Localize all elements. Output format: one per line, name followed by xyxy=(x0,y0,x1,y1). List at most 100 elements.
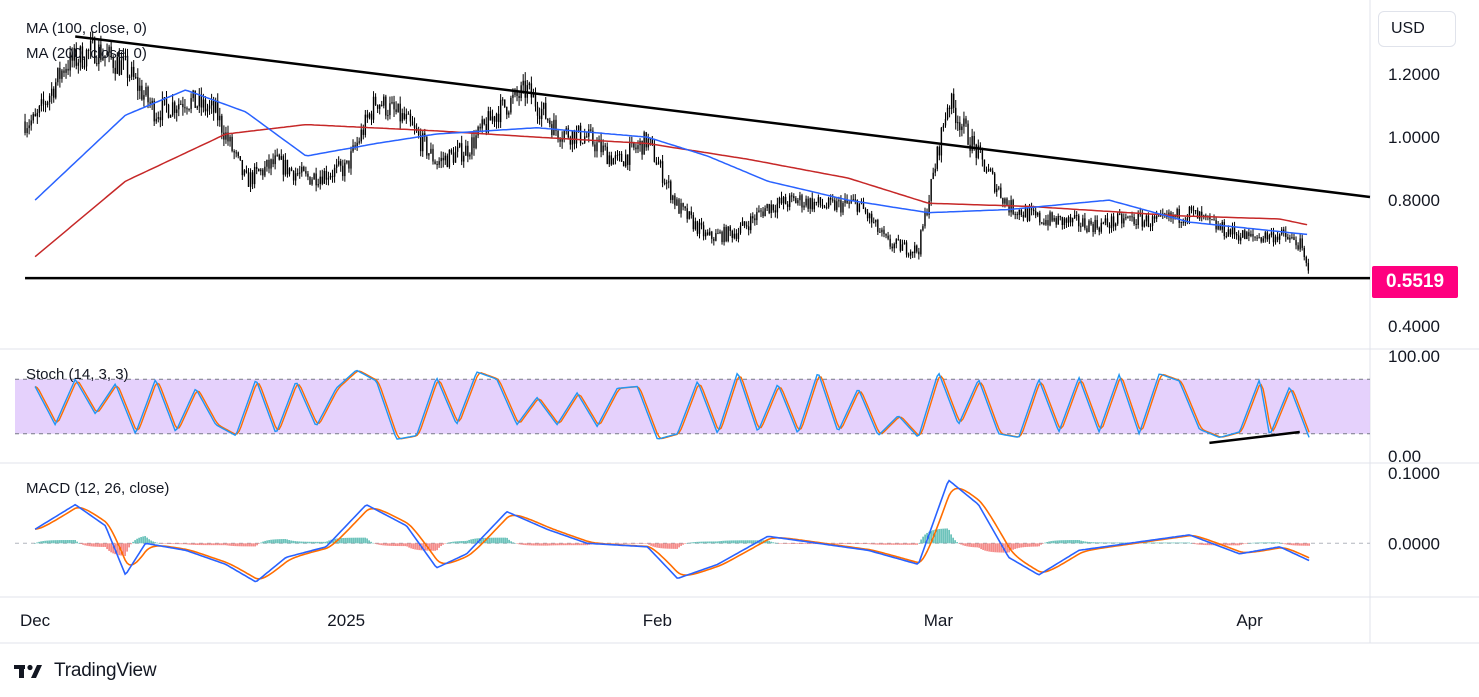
macd-histogram-bar xyxy=(386,543,388,546)
candle-body xyxy=(805,198,807,206)
candle-body xyxy=(63,70,65,73)
macd-histogram-bar xyxy=(156,542,158,544)
ma100-legend[interactable]: MA (100, close, 0) xyxy=(26,20,147,37)
candle-body xyxy=(836,201,838,210)
macd-histogram-bar xyxy=(794,543,796,544)
macd-histogram-bar xyxy=(242,543,244,547)
candle-body xyxy=(536,106,539,116)
candle-body xyxy=(407,113,410,115)
macd-histogram-bar xyxy=(466,540,468,544)
candle-body xyxy=(1004,198,1006,204)
macd-histogram-bar xyxy=(212,543,214,546)
candle xyxy=(395,101,397,115)
candle-body xyxy=(534,94,537,107)
candle-body xyxy=(426,136,428,156)
macd-histogram-bar xyxy=(254,543,256,547)
macd-histogram-bar xyxy=(568,543,570,546)
macd-histogram-bar xyxy=(224,543,226,546)
candle xyxy=(1201,206,1203,222)
macd-histogram-bar xyxy=(160,543,162,544)
candle xyxy=(1073,210,1076,219)
candle xyxy=(1006,197,1008,206)
candle xyxy=(132,60,135,81)
candle-body xyxy=(278,154,280,160)
candle xyxy=(540,101,543,127)
candle xyxy=(1088,219,1090,233)
candle-body xyxy=(1129,216,1131,218)
macd-histogram-bar xyxy=(328,540,330,544)
macd-histogram-bar xyxy=(628,543,630,544)
candle xyxy=(971,128,973,154)
candle xyxy=(1106,212,1109,228)
candle-body xyxy=(1233,226,1236,235)
currency-button[interactable]: USD xyxy=(1378,11,1456,47)
candle xyxy=(432,144,434,165)
candle-body xyxy=(1131,216,1133,218)
macd-histogram-bar xyxy=(636,543,638,544)
candle xyxy=(305,166,307,177)
candle-body xyxy=(167,104,170,118)
candle-body xyxy=(364,114,367,135)
candle-body xyxy=(1057,216,1059,225)
macd-histogram-bar xyxy=(920,539,922,544)
macd-histogram-bar xyxy=(152,541,154,544)
candle-body xyxy=(81,46,84,68)
candle xyxy=(948,105,951,118)
candle xyxy=(1239,232,1242,245)
candle-body xyxy=(1096,219,1098,228)
candle xyxy=(514,88,516,98)
macd-histogram-bar xyxy=(688,542,690,544)
candle-body xyxy=(481,119,483,129)
candle xyxy=(219,107,221,127)
candle-body xyxy=(124,55,127,57)
macd-histogram-bar xyxy=(134,540,136,544)
candle xyxy=(135,72,137,80)
macd-histogram-bar xyxy=(522,543,524,545)
candle-body xyxy=(1242,230,1244,238)
ma200-legend[interactable]: MA (200, close, 0) xyxy=(26,45,147,62)
macd-histogram-bar xyxy=(642,543,644,544)
macd-histogram-bar xyxy=(260,542,262,544)
macd-histogram-bar xyxy=(222,543,224,546)
candle xyxy=(1012,198,1014,216)
candle-body xyxy=(292,170,295,181)
macd-histogram-bar xyxy=(250,543,252,547)
candle-body xyxy=(135,76,137,78)
tradingview-brand[interactable]: TradingView xyxy=(14,659,157,683)
macd-histogram-bar xyxy=(34,543,36,544)
candle xyxy=(1047,214,1049,231)
macd-histogram-bar xyxy=(440,543,442,547)
candle xyxy=(922,223,924,232)
candle xyxy=(249,168,252,193)
macd-histogram-bar xyxy=(1034,543,1036,547)
macd-histogram-bar xyxy=(1014,543,1016,549)
candle-body xyxy=(422,133,424,152)
candle xyxy=(805,195,807,208)
macd-histogram-bar xyxy=(1156,542,1158,544)
candle-body xyxy=(973,135,975,145)
macd-histogram-bar xyxy=(714,541,716,544)
macd-histogram-bar xyxy=(1294,543,1296,546)
candle xyxy=(1133,213,1135,226)
macd-histogram-bar xyxy=(570,543,572,546)
macd-histogram-bar xyxy=(442,543,444,545)
candle-body xyxy=(169,115,172,118)
stoch-legend[interactable]: Stoch (14, 3, 3) xyxy=(26,366,129,383)
candle xyxy=(506,106,508,120)
candle-body xyxy=(887,235,889,239)
candle-body xyxy=(506,106,508,115)
candle-body xyxy=(335,164,338,168)
candle-body xyxy=(67,68,69,71)
candle xyxy=(1043,218,1045,226)
macd-histogram-bar xyxy=(392,543,394,546)
candle xyxy=(547,118,549,123)
candle-body xyxy=(165,97,168,105)
macd-histogram-bar xyxy=(744,540,746,544)
candle-body xyxy=(965,118,967,124)
macd-histogram-bar xyxy=(326,541,328,544)
candle-body xyxy=(1055,218,1057,225)
macd-legend[interactable]: MACD (12, 26, close) xyxy=(26,480,169,497)
candle-body xyxy=(483,119,485,125)
candle-body xyxy=(1049,212,1051,226)
